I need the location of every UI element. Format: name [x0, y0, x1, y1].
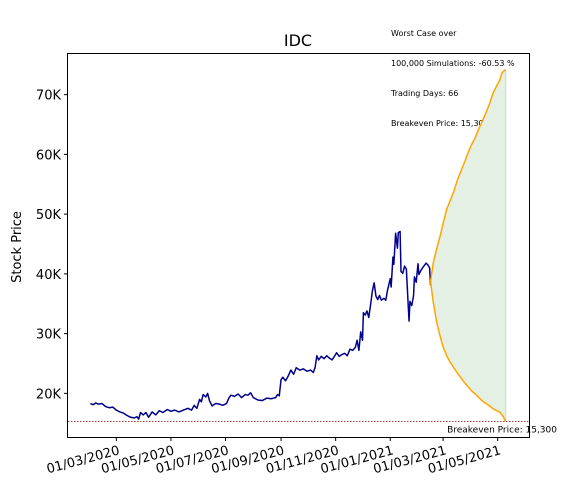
- y-tick-label: 30K: [36, 328, 62, 343]
- y-tick-label: 40K: [36, 268, 62, 283]
- simulation-lower-line: [429, 281, 507, 422]
- breakeven-label: Breakeven Price: 15,300: [447, 425, 557, 435]
- simulation-range-fill: [430, 68, 507, 422]
- simulation-upper-line: [429, 68, 507, 282]
- plot-area: Breakeven Price: 15,300: [68, 68, 557, 435]
- y-tick-label: 60K: [36, 148, 62, 163]
- worst-case-annotation: Worst Case over 100,000 Simulations: -60…: [391, 9, 515, 139]
- historical-price-line: [90, 230, 432, 420]
- y-tick-label: 70K: [36, 89, 62, 104]
- y-axis-label: Stock Price: [10, 211, 25, 283]
- annotation-line: Breakeven Price: 15,300: [391, 119, 489, 128]
- annotation-line: 100,000 Simulations: -60.53 %: [391, 59, 515, 68]
- annotation-line: Worst Case over: [391, 29, 457, 38]
- chart-title: IDC: [284, 31, 312, 50]
- y-tick-label: 20K: [36, 387, 62, 402]
- y-tick-label: 50K: [36, 208, 62, 223]
- annotation-line: Trading Days: 66: [391, 89, 459, 98]
- plot-frame: [67, 53, 530, 438]
